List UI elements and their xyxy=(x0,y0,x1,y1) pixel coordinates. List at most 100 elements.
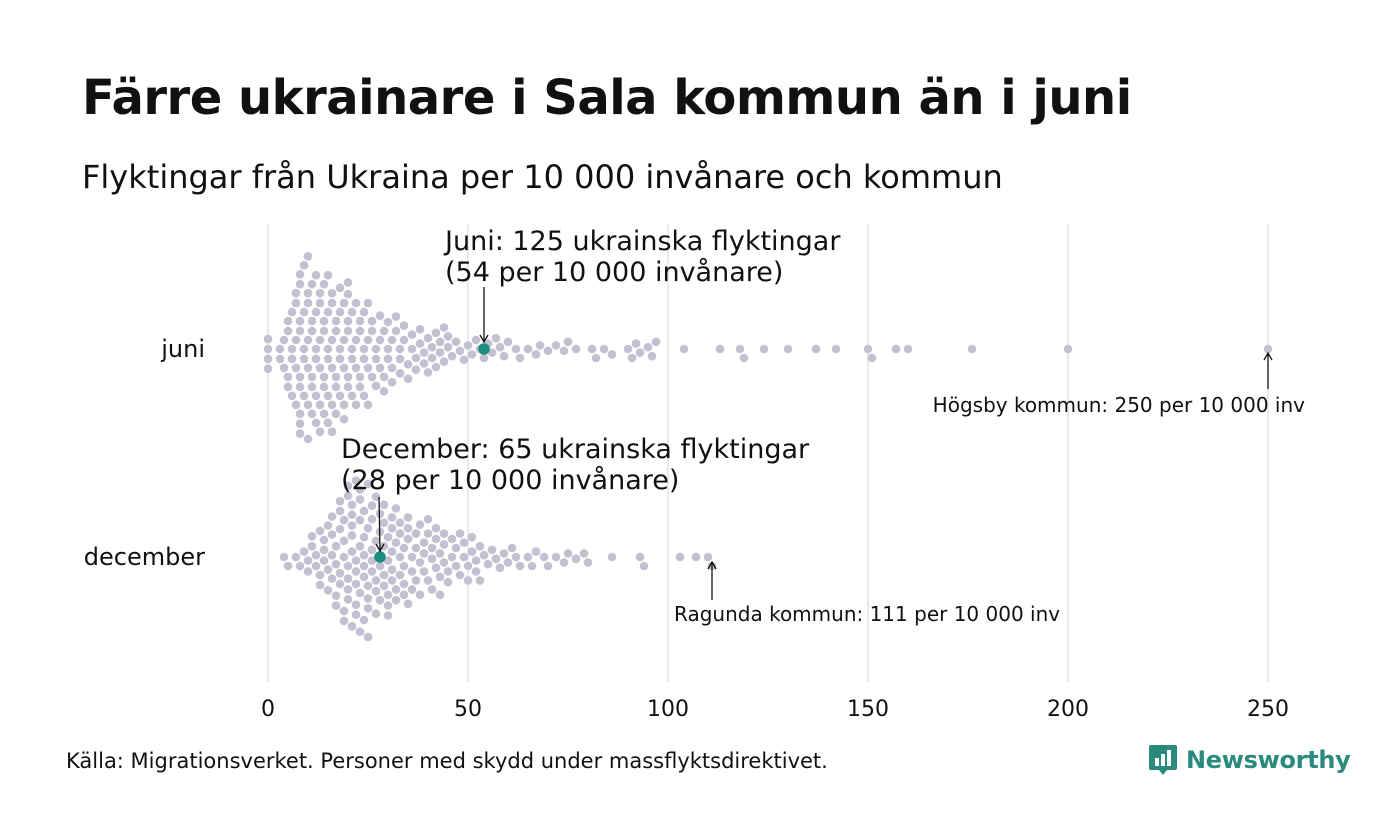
data-point-december xyxy=(351,600,361,609)
data-point-juni xyxy=(287,354,297,364)
data-point-december xyxy=(411,576,421,585)
data-point-december xyxy=(391,538,401,547)
data-point-juni xyxy=(355,372,365,382)
data-point-december xyxy=(391,595,401,605)
data-point-december xyxy=(499,549,509,558)
data-point-december xyxy=(347,500,357,510)
data-point-december xyxy=(331,591,341,600)
data-point-juni xyxy=(783,344,793,354)
data-point-juni xyxy=(635,348,645,357)
data-point-december xyxy=(463,576,473,585)
data-point-juni xyxy=(291,298,301,308)
data-point-december xyxy=(675,552,685,562)
data-point-juni xyxy=(327,400,337,410)
data-point-juni xyxy=(423,333,433,343)
data-point-juni xyxy=(387,335,397,345)
data-point-juni xyxy=(331,382,341,392)
data-point-december xyxy=(415,520,425,529)
data-point-juni xyxy=(419,348,429,357)
data-point-juni xyxy=(283,382,293,392)
data-point-december xyxy=(427,585,437,594)
data-point-december xyxy=(371,586,381,596)
data-point-december xyxy=(367,567,377,576)
data-point-december xyxy=(363,604,373,613)
data-point-juni xyxy=(299,307,309,317)
data-point-december xyxy=(399,579,409,589)
data-point-juni xyxy=(335,344,345,354)
data-point-december xyxy=(379,570,389,580)
data-point-juni xyxy=(379,387,389,396)
data-point-december xyxy=(407,585,417,594)
data-point-juni xyxy=(319,409,329,419)
data-point-juni xyxy=(327,335,337,345)
data-point-december xyxy=(355,541,365,551)
data-point-juni xyxy=(391,312,401,321)
data-point-december xyxy=(375,509,385,519)
data-point-juni xyxy=(375,311,385,321)
data-point-december xyxy=(459,552,469,562)
data-point-december xyxy=(439,529,449,538)
annotations: Juni: 125 ukrainska flyktingar(54 per 10… xyxy=(341,226,1305,626)
data-point-december xyxy=(371,609,381,618)
data-point-juni xyxy=(367,372,377,382)
data-point-december xyxy=(635,552,645,562)
highlight-point-juni xyxy=(478,343,490,355)
data-point-juni xyxy=(343,326,353,336)
data-point-december xyxy=(403,523,413,533)
data-point-juni xyxy=(587,344,597,354)
data-point-juni xyxy=(327,363,337,373)
data-point-juni xyxy=(419,359,429,368)
data-point-december xyxy=(339,616,349,626)
data-point-juni xyxy=(391,326,401,336)
data-point-december xyxy=(291,552,301,562)
data-point-juni xyxy=(339,298,349,308)
data-point-juni xyxy=(523,344,533,354)
data-point-december xyxy=(335,496,345,506)
data-point-december xyxy=(311,561,321,571)
data-point-juni xyxy=(307,372,317,382)
data-point-juni xyxy=(295,409,305,419)
data-point-juni xyxy=(431,362,441,372)
data-point-december xyxy=(459,538,469,547)
data-point-december xyxy=(411,543,421,553)
brand-logo[interactable]: Newsworthy xyxy=(1148,743,1351,777)
data-point-juni xyxy=(295,326,305,336)
data-point-december xyxy=(475,541,485,551)
data-point-december xyxy=(351,556,361,565)
data-point-december xyxy=(331,559,341,569)
data-point-december xyxy=(327,574,337,583)
data-point-december xyxy=(539,552,549,562)
data-point-juni xyxy=(299,344,309,354)
source-note: Källa: Migrationsverket. Personer med sk… xyxy=(66,749,828,773)
data-point-juni xyxy=(347,307,357,317)
data-point-december xyxy=(551,552,561,562)
data-point-december xyxy=(491,554,501,564)
data-point-juni xyxy=(295,382,305,392)
data-point-december xyxy=(363,632,373,642)
data-point-december xyxy=(387,523,397,533)
data-point-juni xyxy=(647,351,657,361)
data-point-juni xyxy=(263,344,273,354)
data-point-juni xyxy=(311,354,321,364)
data-point-december xyxy=(427,554,437,564)
data-point-december xyxy=(335,568,345,578)
data-point-juni xyxy=(291,288,301,298)
data-point-december xyxy=(363,581,373,591)
data-point-juni xyxy=(323,391,333,401)
data-point-juni xyxy=(415,339,425,348)
data-point-december xyxy=(315,526,325,536)
data-point-december xyxy=(351,579,361,589)
data-point-december xyxy=(315,580,325,590)
data-point-juni xyxy=(627,353,637,363)
data-point-juni xyxy=(455,346,465,356)
data-point-juni xyxy=(563,337,573,347)
data-point-december xyxy=(347,510,357,519)
data-point-juni xyxy=(295,279,305,289)
data-point-december xyxy=(463,561,473,571)
data-point-december xyxy=(355,495,365,504)
data-point-juni xyxy=(551,341,561,350)
data-point-december xyxy=(503,558,513,567)
data-point-december xyxy=(579,549,589,558)
data-point-juni xyxy=(263,334,273,344)
data-point-juni xyxy=(431,328,441,338)
